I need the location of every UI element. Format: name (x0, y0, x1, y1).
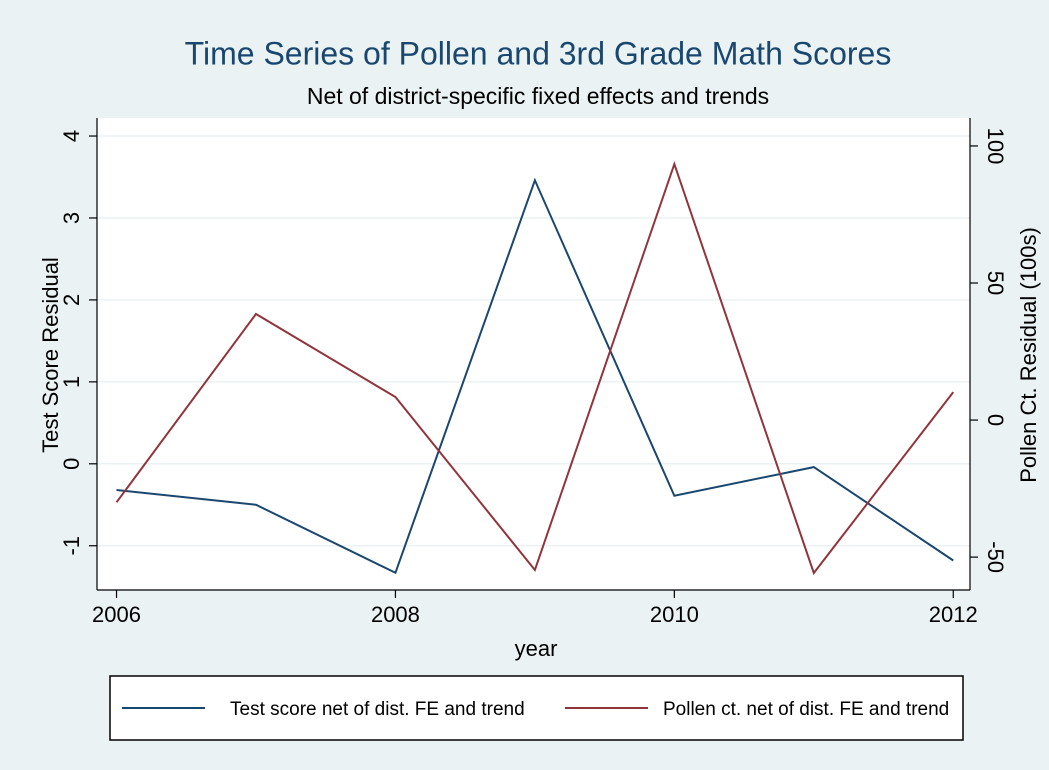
y-tick-label: 3 (59, 212, 84, 224)
legend-box (109, 675, 964, 741)
x-tick-label: 2012 (929, 602, 978, 627)
x-tick-label: 2010 (650, 602, 699, 627)
y-tick-label: 2 (59, 294, 84, 306)
y2-tick-label: 0 (983, 414, 1008, 426)
y2-tick-label: 50 (983, 271, 1008, 295)
y-tick-label: -1 (59, 536, 84, 556)
data-line (115, 160, 955, 576)
y-tick-label: 0 (59, 458, 84, 470)
legend-label: Test score net of dist. FE and trend (230, 699, 525, 720)
legend-label: Pollen ct. net of dist. FE and trend (663, 699, 949, 720)
y2-tick-label: 100 (983, 128, 1008, 165)
x-tick-label: 2006 (92, 602, 141, 627)
x-tick-label: 2008 (371, 602, 420, 627)
x-axis-title: year (515, 636, 558, 661)
y2-axis-title: Pollen Ct. Residual (100s) (1016, 227, 1041, 483)
y-axis-title: Test Score Residual (38, 257, 63, 453)
chart-title: Time Series of Pollen and 3rd Grade Math… (185, 35, 892, 71)
y-tick-label: 4 (59, 130, 84, 142)
data-line (116, 177, 954, 575)
chart-subtitle: Net of district-specific fixed effects a… (307, 83, 769, 109)
y-tick-label: 1 (59, 376, 84, 388)
plot-area (97, 118, 970, 590)
y2-tick-label: -50 (983, 541, 1008, 573)
